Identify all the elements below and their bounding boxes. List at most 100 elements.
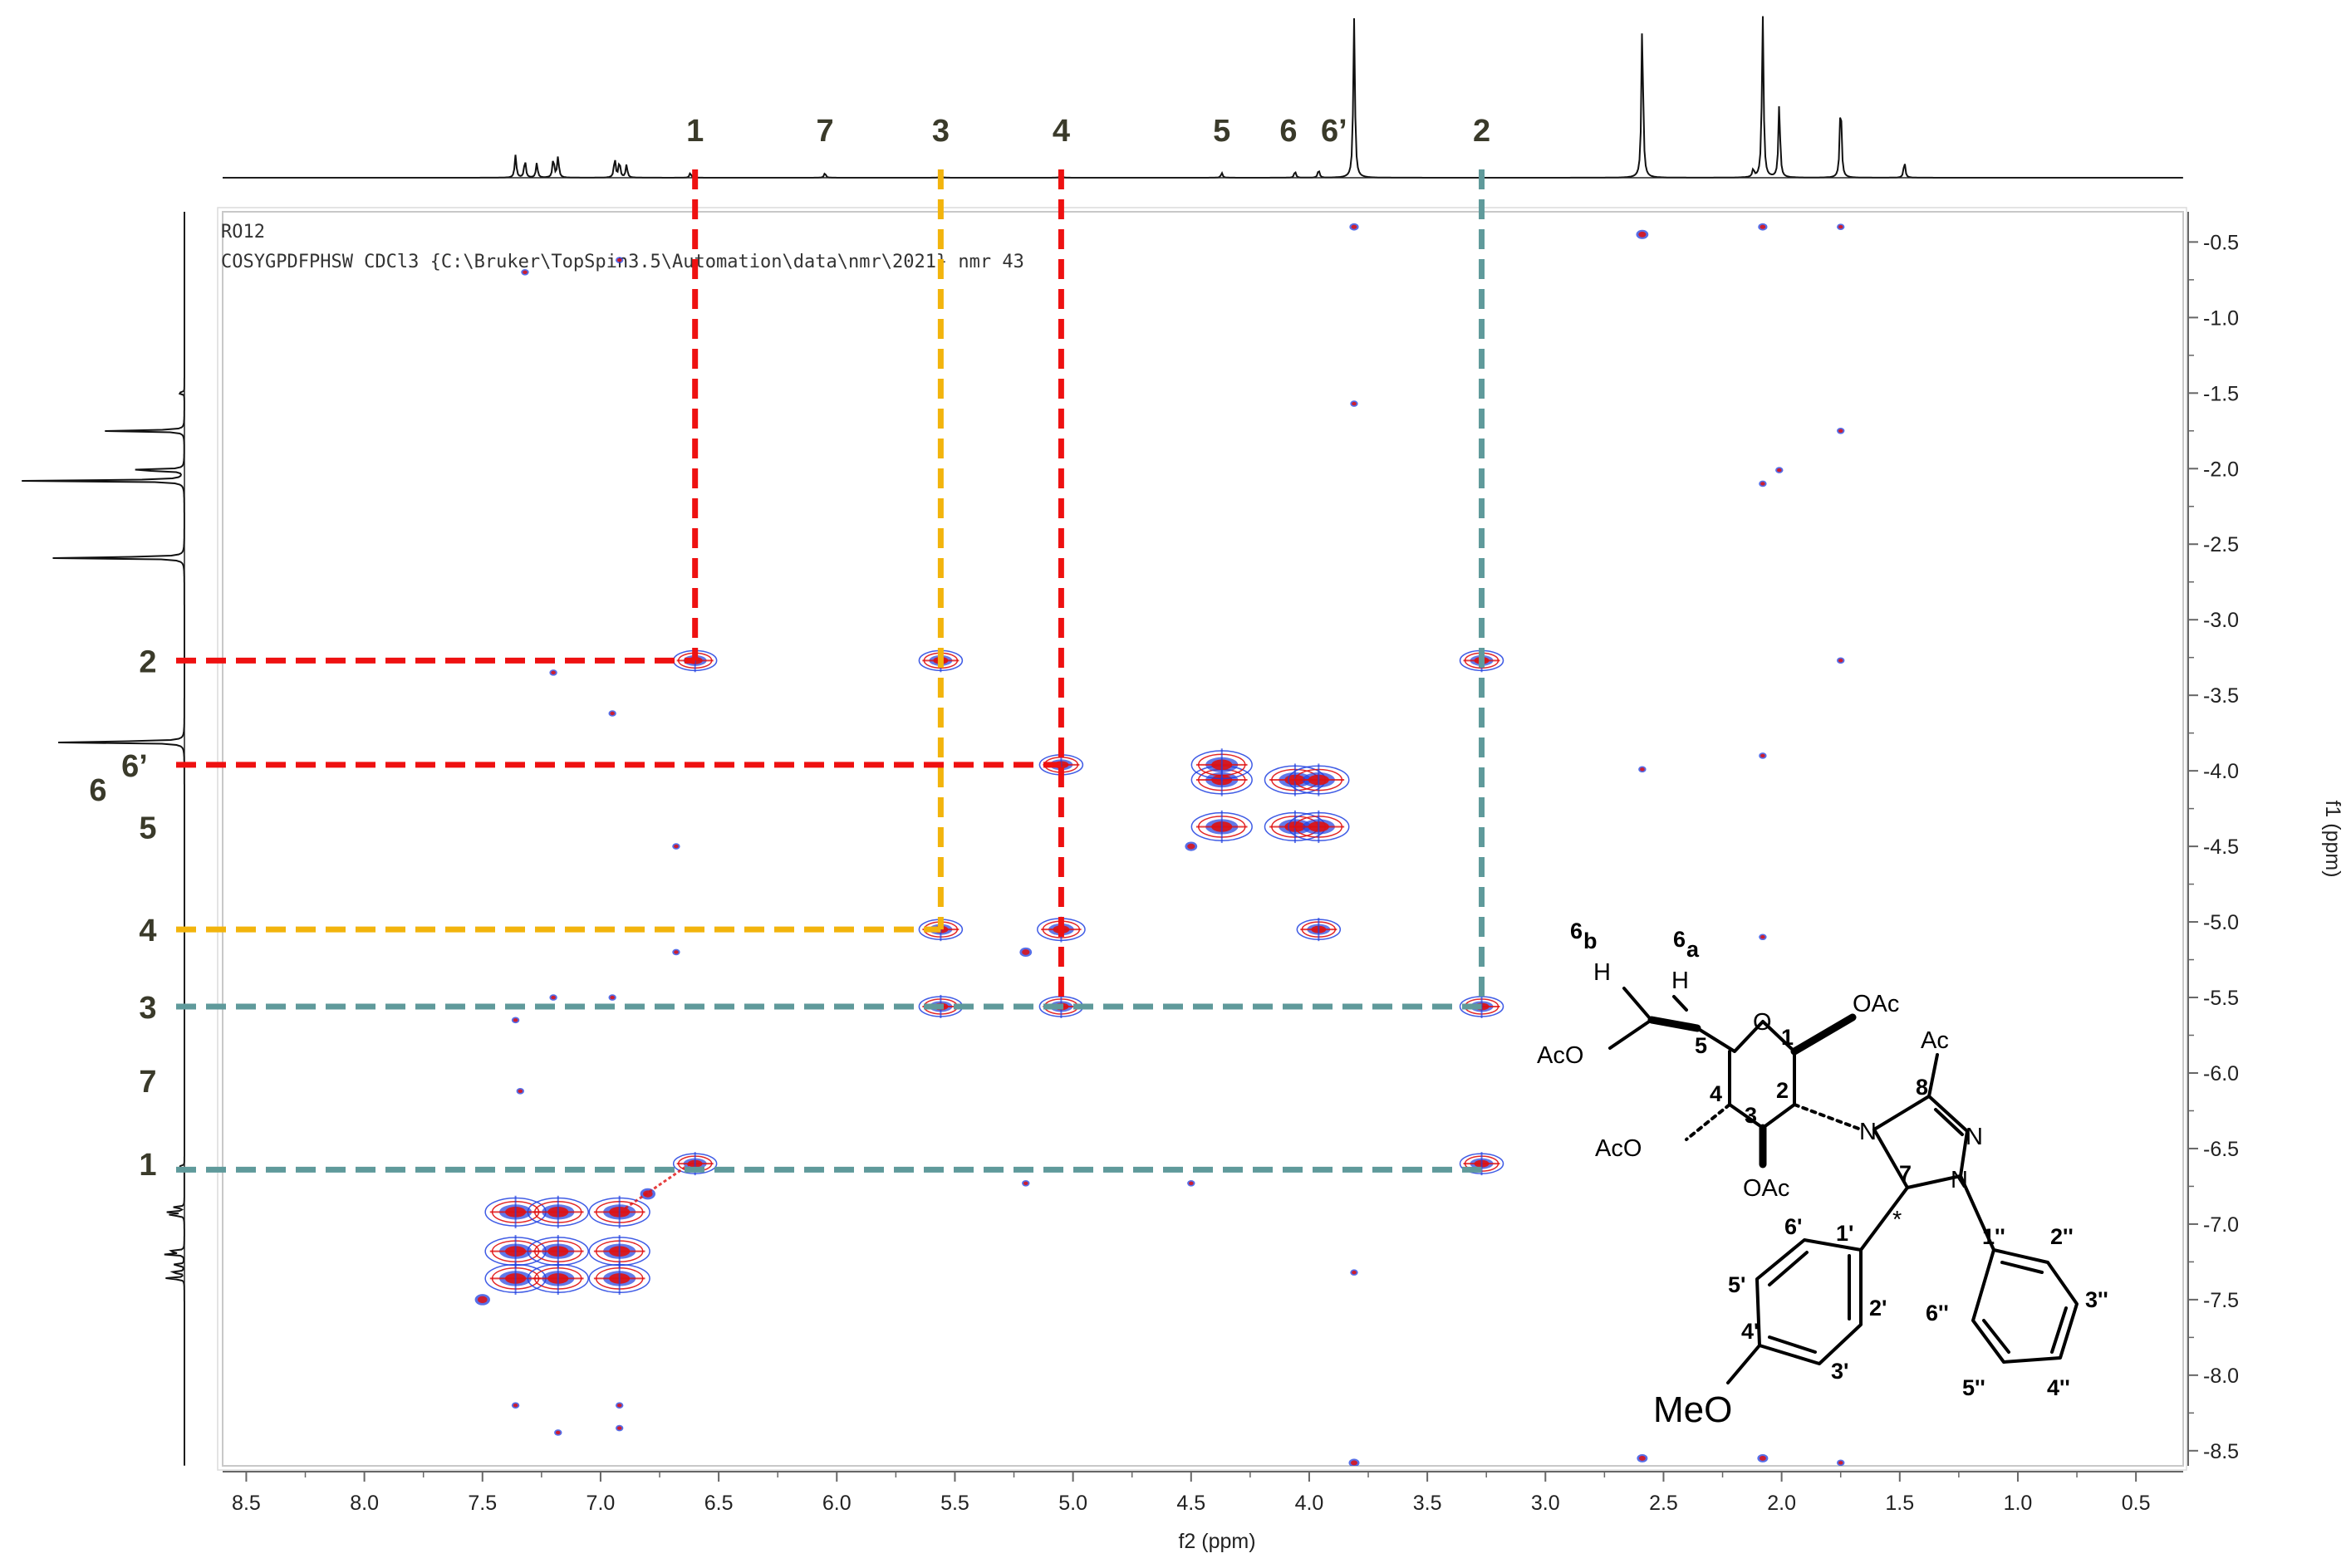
nitrogen-2: N (1966, 1124, 1983, 1150)
x-tick-label: 3.5 (1413, 1492, 1442, 1515)
cross-peak (1459, 1152, 1504, 1176)
assignment-line-layer (176, 169, 1485, 1173)
y-tick-label: -6.5 (2203, 1138, 2239, 1161)
f1-peak-label: 4 (139, 914, 156, 948)
arom-double-4 (2000, 1261, 2044, 1274)
cross-peak (588, 1195, 650, 1228)
cross-peak (527, 1262, 589, 1296)
cross-peak (1837, 1459, 1845, 1466)
cross-peak (1288, 810, 1350, 844)
h-6a: H (1671, 968, 1689, 994)
triazoline-ring-bond (1872, 1095, 1969, 1189)
cross-peak (1190, 810, 1253, 844)
plot-frame-outer (217, 207, 2187, 1471)
y-axis-title: f1 (ppm) (2321, 800, 2344, 877)
y-tick-label: -5.5 (2203, 987, 2239, 1010)
cross-peak (1185, 841, 1198, 851)
y-tick-label: -8.0 (2203, 1365, 2239, 1388)
x-tick-label: 6.5 (704, 1492, 734, 1515)
y-tick-label: -2.5 (2203, 533, 2239, 556)
cross-peak (672, 948, 680, 956)
cross-peak (549, 994, 557, 1001)
cross-peak (1759, 480, 1767, 488)
num-c1p: 1' (1836, 1221, 1853, 1246)
h-6b: H (1593, 959, 1611, 986)
y-tick-label: -1.0 (2203, 306, 2239, 330)
label-6b-sub: b (1583, 929, 1598, 953)
cross-peak (1775, 467, 1784, 473)
y-tick-label: -4.0 (2203, 760, 2239, 783)
nitrogen-4: N (1859, 1119, 1877, 1145)
x-tick-label: 8.0 (350, 1492, 379, 1515)
y-tick-label: -3.0 (2203, 609, 2239, 632)
num-c1pp: 1'' (1982, 1224, 2005, 1249)
cross-peak (1187, 1179, 1195, 1187)
cross-peak (554, 1429, 562, 1436)
bond-c4p-o (1726, 1344, 1761, 1384)
cross-peak (521, 268, 529, 276)
x-tick-label: 2.5 (1649, 1492, 1678, 1515)
x-axis: 8.5 8.0 7.5 7.0 6.5 6.0 5.5 5.0 4.5 4.0 3.5 3.0 2.5 2… (232, 1472, 2151, 1515)
f1-peak-label: 6’ (121, 749, 148, 784)
cross-peak (516, 1088, 524, 1095)
spectrum-subtitle: COSYGPDFPHSW CDCl3 {C:\Bruker\TopSpin3.5… (221, 252, 1024, 272)
acetyl-label: Ac (1921, 1027, 1949, 1054)
x-tick-label: 8.5 (232, 1492, 261, 1515)
cross-peak (1638, 766, 1647, 773)
x-tick-label: 7.5 (468, 1492, 497, 1515)
bond-c1-oac (1790, 1013, 1857, 1056)
num-c4: 4 (1710, 1081, 1722, 1106)
label-6a-sub: a (1686, 937, 1700, 962)
num-c5pp: 5'' (1962, 1375, 1985, 1400)
y-tick-label: -6.0 (2203, 1062, 2239, 1085)
f1-peak-labels: 2 6’ 65 4 3 7 1 (89, 644, 156, 1183)
y-tick-label: -1.5 (2203, 382, 2239, 405)
num-c8: 8 (1916, 1075, 1928, 1100)
f2-peak-label: 3 (932, 114, 950, 149)
num-c3p: 3' (1831, 1359, 1848, 1384)
bond-c7-c1p (1859, 1186, 1909, 1252)
x-tick-label: 6.0 (822, 1492, 852, 1515)
cross-peak (1636, 229, 1649, 239)
sugar-ring-bond (1696, 1020, 1796, 1129)
ring-oxygen: O (1753, 1009, 1772, 1036)
left-1d-projection (22, 212, 185, 1465)
oac-c3: OAc (1743, 1175, 1789, 1202)
f2-peak-label: 5 (1213, 114, 1230, 149)
cross-peak (1348, 1458, 1360, 1466)
cross-peak (474, 1294, 490, 1306)
num-c3pp: 3'' (2085, 1287, 2108, 1312)
f2-peak-label: 7 (816, 114, 833, 149)
bond-c8-n-double (1934, 1108, 1964, 1136)
cross-peak (1022, 1179, 1030, 1187)
y-tick-label: -3.5 (2203, 684, 2239, 708)
nitrogen-1: N (1951, 1167, 1968, 1193)
cross-peak (672, 843, 680, 850)
f1-peak-label: 2 (139, 644, 156, 679)
spectrum-title: RO12 (221, 222, 265, 243)
structure-labels: 6 b 6 a H H O AcO OAc AcO OAc Ac N N N M… (1537, 919, 2108, 1430)
bond-c6-o (1608, 1018, 1653, 1050)
f1-peak-label: 1 (139, 1148, 156, 1183)
f1-peak-label: 7 (139, 1065, 156, 1100)
cross-peak (615, 1402, 624, 1409)
methoxy-label: MeO (1653, 1389, 1732, 1430)
cross-peak (1759, 752, 1767, 759)
cross-peak (1288, 763, 1350, 796)
f2-peak-labels: 1 7 3 4 5 6 6’ 2 (686, 114, 1490, 149)
x-tick-label: 5.5 (940, 1492, 969, 1515)
f1-peak-label: 3 (139, 991, 156, 1026)
cross-peak (1350, 400, 1358, 407)
cross-peak (608, 994, 616, 1001)
num-c4p: 4' (1741, 1319, 1759, 1344)
oac-c6: AcO (1537, 1042, 1583, 1069)
f2-peak-label: 6’ (1321, 114, 1347, 149)
x-tick-label: 1.0 (2004, 1492, 2033, 1515)
cross-peak (549, 669, 557, 676)
x-tick-label: 7.0 (587, 1492, 616, 1515)
y-tick-label: -4.5 (2203, 835, 2239, 859)
x-tick-label: 0.5 (2122, 1492, 2151, 1515)
cross-peak (1758, 223, 1768, 231)
num-c6pp: 6'' (1926, 1301, 1949, 1325)
